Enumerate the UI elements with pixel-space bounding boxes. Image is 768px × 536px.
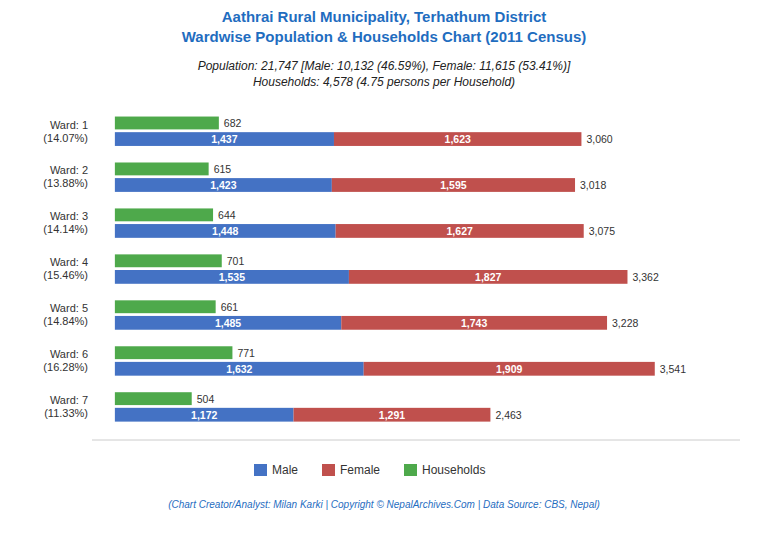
bar <box>115 254 222 267</box>
data-label: 1,909 <box>496 363 522 375</box>
bar-segment <box>115 270 349 284</box>
data-label: 771 <box>237 347 255 359</box>
bar-segment <box>115 408 294 422</box>
title: Wardwise Population & Households Chart (… <box>182 28 587 45</box>
category-label: (13.88%) <box>43 177 88 189</box>
bar-segment <box>364 362 655 376</box>
data-label: 1,627 <box>447 225 473 237</box>
total-label: 3,362 <box>632 271 658 283</box>
x-axis-line <box>92 440 740 441</box>
footer: (Chart Creator/Analyst: Milan Karki | Co… <box>168 499 600 510</box>
legend-label: Male <box>272 463 298 477</box>
labels: 1,437 1,623 3,060 682 Ward: 1(14.07%) 1,423 1,… <box>43 117 686 421</box>
category-label: (14.84%) <box>43 315 88 327</box>
category-label: (11.33%) <box>44 407 88 419</box>
bar-segment <box>115 362 364 376</box>
title: Aathrai Rural Municipality, Terhathum Di… <box>222 8 547 25</box>
data-label: 682 <box>224 117 242 129</box>
total-label: 3,060 <box>586 133 612 145</box>
data-label: 701 <box>227 255 245 267</box>
bars <box>115 117 655 422</box>
total-label: 3,075 <box>589 225 615 237</box>
bar-segment <box>115 224 336 238</box>
data-label: 1,448 <box>212 225 238 237</box>
bar <box>115 162 209 175</box>
total-label: 2,463 <box>495 409 521 421</box>
bar <box>115 346 233 359</box>
bar <box>115 392 192 405</box>
category-label: Ward: 7 <box>50 394 88 406</box>
data-label: 1,423 <box>210 179 236 191</box>
bar-segment <box>115 316 341 330</box>
bar-segment <box>349 270 628 284</box>
data-label: 661 <box>221 301 239 313</box>
bar-segment <box>334 132 581 146</box>
data-label: 504 <box>197 393 215 405</box>
bar-segment <box>294 408 491 422</box>
data-label: 1,632 <box>226 363 252 375</box>
bar-segment <box>336 224 584 238</box>
category-label: (14.14%) <box>43 223 88 235</box>
legend-label: Households <box>422 463 485 477</box>
bar-segment <box>115 178 332 192</box>
category-label: Ward: 4 <box>50 256 88 268</box>
category-label: Ward: 6 <box>50 348 88 360</box>
category-label: (14.07%) <box>43 132 88 144</box>
data-label: 615 <box>214 163 232 175</box>
legend: Male Female Households <box>254 463 485 477</box>
data-label: 1,743 <box>461 317 487 329</box>
data-label: 1,437 <box>211 133 237 145</box>
subtitle: Households: 4,578 (4.75 persons per Hous… <box>253 75 515 89</box>
bar <box>115 117 219 130</box>
category-label: (15.46%) <box>43 269 88 281</box>
bar <box>115 300 216 313</box>
bar-segment <box>115 132 334 146</box>
total-label: 3,228 <box>612 317 638 329</box>
data-label: 1,485 <box>215 317 241 329</box>
total-label: 3,541 <box>660 363 686 375</box>
data-label: 1,535 <box>219 271 245 283</box>
legend-swatch <box>322 464 335 476</box>
category-label: Ward: 2 <box>50 164 88 176</box>
data-label: 644 <box>218 209 236 221</box>
data-label: 1,595 <box>440 179 466 191</box>
category-label: (16.28%) <box>43 361 88 373</box>
legend-swatch <box>254 464 267 476</box>
category-label: Ward: 1 <box>50 119 88 131</box>
data-label: 1,827 <box>475 271 501 283</box>
data-label: 1,291 <box>379 409 405 421</box>
bar-segment <box>332 178 575 192</box>
subtitle: Population: 21,747 [Male: 10,132 (46.59%… <box>198 59 571 73</box>
legend-label: Female <box>340 463 380 477</box>
data-label: 1,172 <box>191 409 217 421</box>
data-label: 1,623 <box>445 133 471 145</box>
bar-segment <box>341 316 607 330</box>
total-label: 3,018 <box>580 179 606 191</box>
bar <box>115 208 213 221</box>
category-label: Ward: 3 <box>50 210 88 222</box>
category-label: Ward: 5 <box>50 302 88 314</box>
legend-swatch <box>404 464 417 476</box>
